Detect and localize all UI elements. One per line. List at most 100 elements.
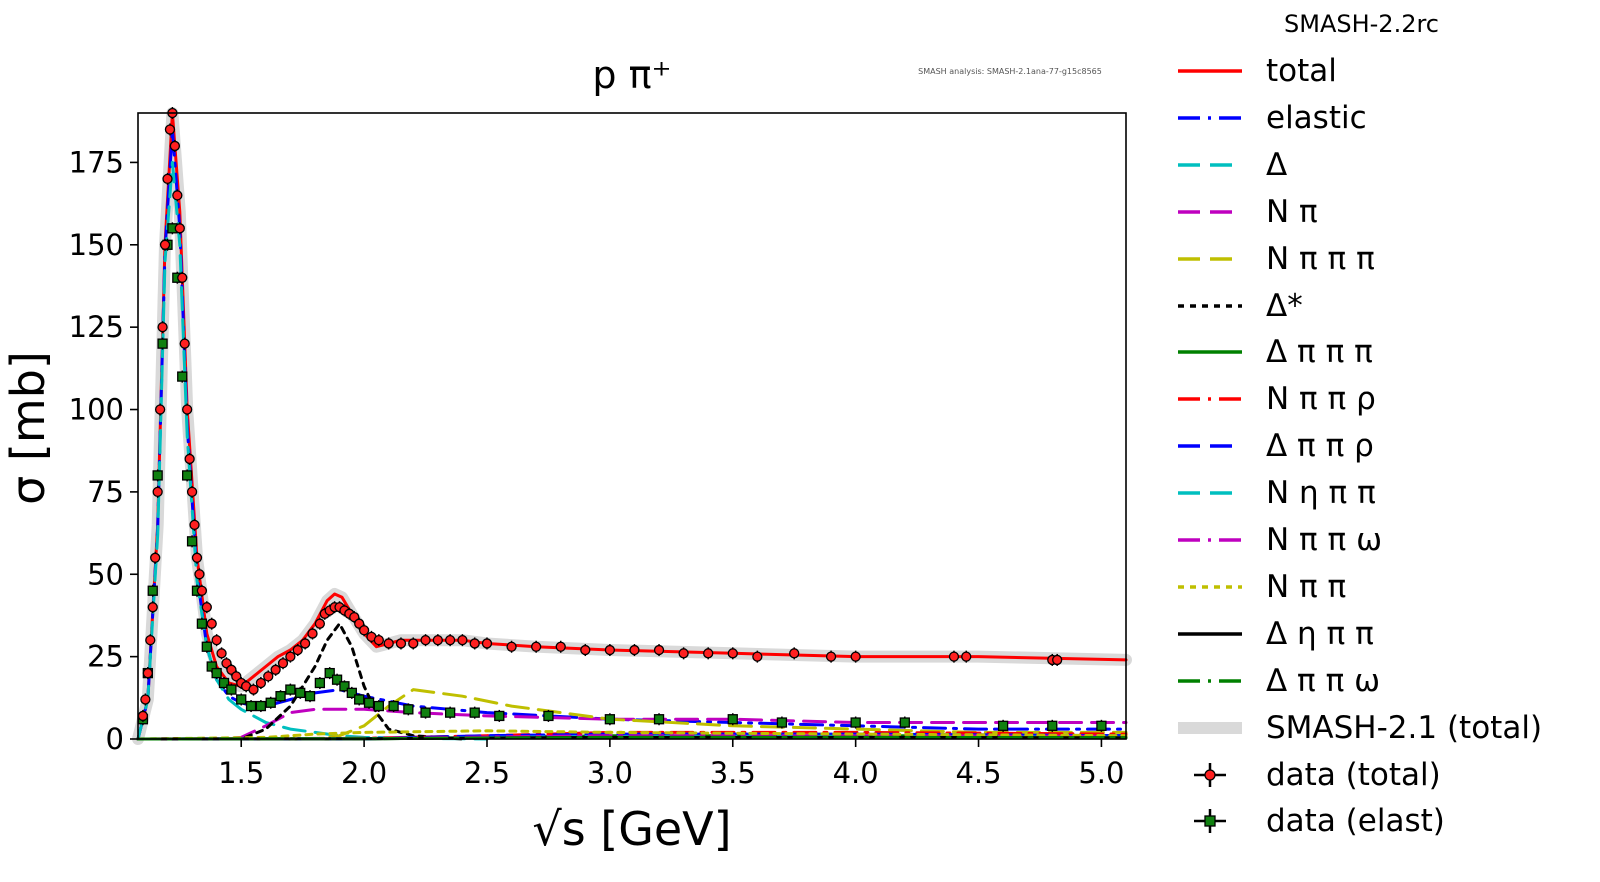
data-elast-point	[850, 717, 861, 728]
y-axis-label: σ [mb]	[1, 351, 55, 505]
data-elast-point	[494, 710, 505, 722]
plot-frame	[137, 112, 1127, 740]
data-total-point	[469, 638, 480, 649]
data-total-point	[201, 602, 212, 613]
data-elast-point	[236, 694, 247, 705]
legend-label: N π	[1266, 193, 1318, 230]
data-total-point	[157, 322, 168, 333]
data-elast-point	[314, 677, 326, 689]
data-elast-point	[201, 641, 212, 652]
legend-item-1-elastic: elastic	[1170, 100, 1590, 136]
data-total-point	[825, 651, 837, 662]
data-total-point	[186, 486, 198, 498]
data-elast-point	[776, 717, 788, 728]
data-elast-point	[211, 667, 222, 679]
data-total-point	[270, 664, 281, 675]
legend-label: N π π ρ	[1266, 381, 1376, 418]
data-elast-point	[388, 700, 399, 712]
data-total-point	[789, 648, 800, 659]
y-tick-label: 175	[69, 145, 124, 179]
data-total-point	[184, 453, 195, 465]
chart-title: p π⁺	[592, 53, 671, 97]
data-points-layer	[137, 107, 1107, 732]
data-elast-point	[182, 470, 193, 481]
x-tick-label: 4.0	[833, 756, 879, 790]
data-total-point	[159, 239, 171, 250]
legend-label: total	[1266, 53, 1337, 89]
data-elast-point	[304, 691, 316, 702]
legend-swatch	[1178, 303, 1242, 308]
x-axis-label: √s [GeV]	[532, 802, 731, 856]
legend-label: Δ π π π	[1266, 334, 1373, 371]
x-axis-ticks: 1.5 2.0 2.5 3.0 3.5 4.0 4.5 5.0	[218, 739, 1124, 790]
legend-label: elastic	[1266, 99, 1367, 136]
data-total-point	[211, 635, 222, 646]
watermark-text: SMASH analysis: SMASH-2.1ana-77-g15c8565	[918, 67, 1102, 76]
data-total-point	[255, 677, 267, 689]
legend-swatch	[1178, 538, 1242, 542]
legend-label: Δ*	[1266, 287, 1303, 324]
data-elast-point	[186, 536, 198, 547]
data-elast-point	[420, 707, 431, 718]
data-total-point	[506, 641, 517, 652]
data-total-point	[580, 644, 591, 656]
data-elast-point	[285, 684, 296, 695]
data-total-point	[206, 618, 217, 629]
data-total-point	[314, 618, 326, 629]
data-elast-point	[324, 667, 335, 679]
y-tick-label: 150	[69, 228, 124, 262]
legend-item-13-delta: Δ π π ω	[1170, 663, 1590, 699]
x-tick-label: 2.5	[464, 756, 510, 790]
data-elast-point	[403, 704, 414, 715]
data-total-point	[948, 651, 960, 662]
legend-item-16-data-elast: data (elast)	[1170, 803, 1590, 839]
y-tick-label: 0	[106, 722, 124, 756]
data-elast-point	[543, 710, 554, 722]
y-tick-label: 50	[87, 557, 124, 591]
data-total-point	[189, 519, 200, 530]
legend-swatch	[1178, 116, 1242, 120]
series-line-11-n	[136, 729, 1128, 741]
legend-item-11-n: N π π	[1170, 569, 1590, 605]
legend-swatch	[1178, 444, 1242, 448]
data-total-point	[162, 173, 173, 185]
data-total-point	[277, 658, 289, 669]
data-elast-point	[339, 681, 350, 692]
series-line-7-n	[136, 730, 1128, 741]
data-elast-point	[275, 691, 286, 702]
legend-item-7-n: N π π ρ	[1170, 381, 1590, 417]
legend-swatch	[1178, 721, 1242, 734]
legend-label: N π π π	[1266, 240, 1375, 277]
data-elast-point	[245, 700, 257, 712]
data-elast-point	[373, 700, 385, 712]
data-elast-point	[469, 707, 480, 718]
legend-swatch	[1194, 762, 1226, 787]
data-total-point	[457, 635, 468, 646]
data-total-point	[653, 644, 665, 656]
data-elast-point	[444, 707, 456, 718]
data-total-point	[216, 648, 227, 659]
data-elast-point	[354, 694, 365, 705]
data-total-point	[152, 486, 163, 498]
data-elast-point	[727, 714, 738, 725]
data-elast-point	[363, 697, 375, 708]
legend-label: Δ	[1266, 146, 1288, 183]
data-total-point	[703, 648, 714, 659]
data-total-point	[408, 638, 419, 649]
data-total-point	[263, 671, 274, 682]
y-tick-label: 100	[69, 393, 124, 427]
data-total-point	[420, 635, 431, 646]
data-total-point	[307, 628, 318, 639]
legend-item-12-delta: Δ η π π	[1170, 616, 1590, 652]
data-total-point	[145, 635, 156, 646]
legend-item-15-data-total: data (total)	[1170, 757, 1590, 793]
data-elast-point	[265, 697, 276, 708]
data-total-point	[147, 602, 158, 613]
legend-item-14-smash-2-1-total: SMASH-2.1 (total)	[1170, 710, 1590, 746]
series-line-13-delta	[136, 735, 1128, 741]
data-elast-point	[997, 720, 1009, 731]
legend-swatch	[1178, 397, 1242, 402]
data-elast-point	[653, 714, 665, 725]
series-line-3-n	[136, 707, 1128, 741]
data-elast-point	[157, 338, 168, 349]
